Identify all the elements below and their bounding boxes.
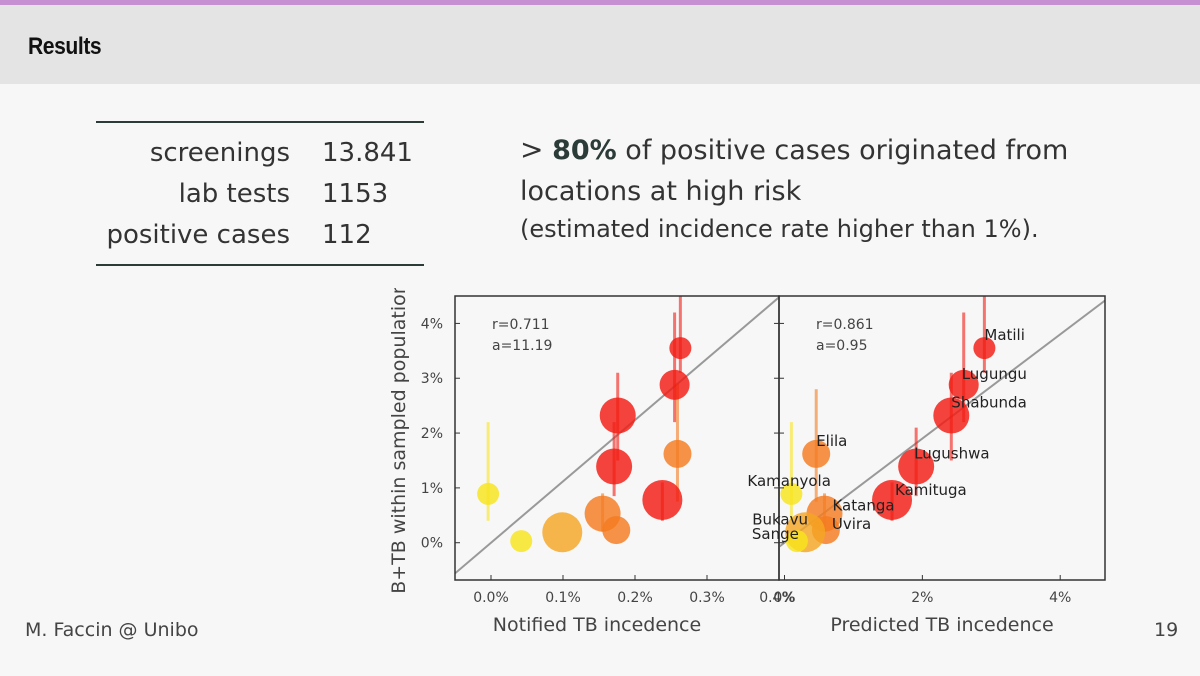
- y-tick-label: 3%: [421, 371, 443, 387]
- claim-body: of positive cases originated from locati…: [520, 135, 1069, 207]
- point-label: Uvira: [832, 515, 871, 533]
- point-label: Kamanyola: [747, 472, 831, 490]
- stats-label: lab tests: [178, 179, 290, 209]
- claim-text: > 80% of positive cases originated from …: [520, 129, 1160, 246]
- stat-annotation: r=0.861: [816, 317, 874, 333]
- point-label: Sange: [752, 525, 799, 543]
- data-point: [477, 482, 500, 505]
- data-point: [669, 337, 692, 360]
- panel-plot-area: [779, 296, 1105, 553]
- data-point: [542, 512, 583, 553]
- point-label: Katanga: [832, 497, 894, 515]
- stats-row: positive cases 112: [96, 215, 413, 256]
- data-point-kamituga: [872, 479, 913, 520]
- x-tick-label: 0%: [773, 590, 795, 606]
- stats-table: screenings 13.841 lab tests 1153 positiv…: [96, 121, 424, 266]
- panel-plot-area: [455, 296, 779, 575]
- stats-value: 13.841: [322, 138, 413, 168]
- x-axis-label: Notified TB incedence: [493, 614, 701, 636]
- data-point: [596, 448, 633, 485]
- data-point: [663, 439, 692, 468]
- chart-panel-1: 0.0% 0.1% 0.2% 0.3% 0.4% Notified TB incedenc…: [421, 295, 795, 636]
- point-label: Lugungu: [962, 365, 1027, 383]
- data-point: [599, 397, 636, 434]
- point-label: Kamituga: [895, 481, 967, 499]
- slide-header: Results: [0, 5, 1200, 84]
- y-tick-label: 2%: [421, 426, 443, 442]
- data-point: [510, 530, 533, 553]
- data-point-lugushwa: [898, 448, 935, 485]
- greater-than-symbol: >: [520, 133, 544, 166]
- stats-label: positive cases: [106, 220, 290, 250]
- point-label: Lugushwa: [914, 445, 989, 463]
- y-axis-label: B+TB within sampled population: [388, 288, 410, 594]
- claim-note: (estimated incidence rate higher than 1%…: [520, 215, 1039, 243]
- panel-frame: [778, 295, 1106, 581]
- point-label: Matili: [984, 326, 1025, 344]
- data-point: [602, 516, 631, 545]
- page-number: 19: [1154, 619, 1179, 641]
- x-tick-label: 0.4%: [759, 590, 795, 606]
- claim-highlight: 80%: [552, 135, 617, 166]
- stats-row: lab tests 1153: [96, 174, 413, 215]
- chart-panel-2: 0% 2% 4% Predicted TB incedence r=0.861 a=0.9…: [747, 295, 1106, 636]
- y-tick-label: 0%: [421, 536, 443, 552]
- stats-label: screenings: [149, 138, 290, 168]
- stat-annotation: a=11.19: [492, 338, 552, 354]
- data-point-shabunda: [933, 397, 970, 434]
- data-point-lugungu: [948, 369, 979, 400]
- y-tick-label: 4%: [421, 316, 443, 332]
- stats-value: 1153: [322, 179, 389, 209]
- stats-row: screenings 13.841: [96, 133, 413, 174]
- data-point: [642, 479, 683, 520]
- accent-bar: [0, 0, 1200, 5]
- point-label: Shabunda: [951, 394, 1026, 412]
- point-label: Bukavu: [752, 510, 808, 528]
- point-label: Elila: [816, 432, 847, 450]
- stats-value: 112: [322, 220, 372, 250]
- data-point-sange: [785, 530, 808, 553]
- data-point-kamanyola: [780, 482, 803, 505]
- tb-incidence-chart: 0.0% 0.1% 0.2% 0.3% 0.4% Notified TB incedenc…: [388, 288, 1106, 636]
- x-tick-label: 0.2%: [617, 590, 653, 606]
- stat-annotation: r=0.711: [492, 317, 550, 333]
- x-tick-label: 0.0%: [473, 590, 509, 606]
- data-point: [659, 369, 690, 400]
- x-tick-label: 0.3%: [689, 590, 725, 606]
- x-axis-label: Predicted TB incedence: [830, 614, 1053, 636]
- x-tick-label: 4%: [1049, 590, 1071, 606]
- y-tick-label: 1%: [421, 481, 443, 497]
- data-point-elila: [802, 439, 831, 468]
- data-point-matili: [973, 337, 996, 360]
- x-tick-label: 2%: [911, 590, 933, 606]
- x-tick-label: 0.1%: [545, 590, 581, 606]
- footer-author: M. Faccin @ Unibo: [25, 619, 199, 641]
- stat-annotation: a=0.95: [816, 338, 867, 354]
- slide-title: Results: [28, 33, 102, 60]
